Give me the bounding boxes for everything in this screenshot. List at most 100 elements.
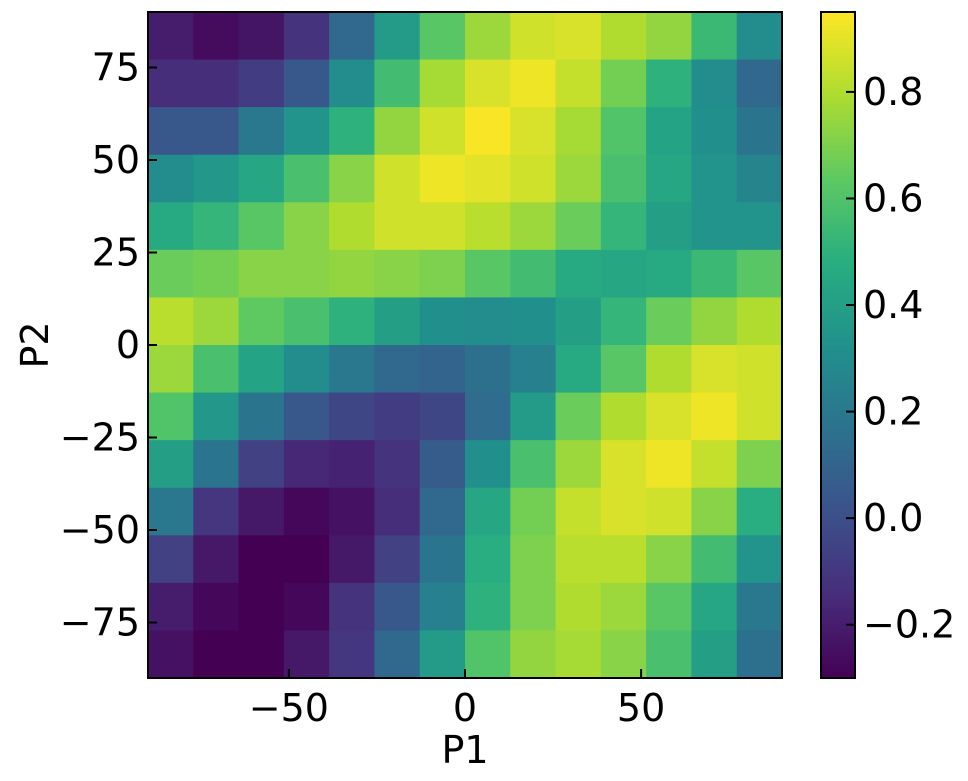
x-axis-label: P1 xyxy=(441,728,488,772)
heatmap-cell xyxy=(374,59,421,108)
heatmap-cell xyxy=(374,202,421,251)
heatmap-cell xyxy=(329,630,376,679)
heatmap-cell xyxy=(283,249,330,299)
heatmap-cell xyxy=(510,12,557,61)
heatmap-cell xyxy=(465,202,511,251)
heatmap-cell xyxy=(600,107,647,156)
heatmap-cell xyxy=(736,297,783,346)
heatmap-cell xyxy=(600,535,647,584)
heatmap-cell xyxy=(691,487,738,536)
heatmap-cell xyxy=(193,440,240,489)
colorbar-tick-label: 0.2 xyxy=(863,390,923,434)
heatmap-cell xyxy=(238,202,285,251)
heatmap-cell xyxy=(193,154,240,203)
heatmap-cell xyxy=(510,487,557,536)
heatmap-cell xyxy=(600,249,647,299)
heatmap-cell xyxy=(600,297,647,346)
heatmap-cell xyxy=(329,487,376,536)
heatmap-cell xyxy=(691,59,738,108)
heatmap-cell xyxy=(510,582,557,632)
heatmap-cell xyxy=(555,535,602,584)
heatmap-cell xyxy=(419,297,466,346)
heatmap-cell xyxy=(283,345,330,394)
heatmap-cell xyxy=(510,630,557,679)
heatmap-cell xyxy=(193,582,240,632)
heatmap-cell xyxy=(465,297,511,346)
heatmap-cell xyxy=(193,202,240,251)
heatmap-cell xyxy=(510,107,557,156)
heatmap-cell xyxy=(419,107,466,156)
heatmap-cell xyxy=(510,297,557,346)
heatmap-cell xyxy=(419,59,466,108)
colorbar xyxy=(820,11,856,679)
heatmap-cell xyxy=(374,345,421,394)
heatmap-cell xyxy=(329,582,376,632)
heatmap-cell xyxy=(148,249,194,299)
heatmap-cell xyxy=(736,487,783,536)
heatmap-cell xyxy=(419,487,466,536)
heatmap-cell xyxy=(736,440,783,489)
heatmap-cell xyxy=(148,154,194,203)
y-axis-label: P2 xyxy=(13,321,57,368)
heatmap-cell xyxy=(148,582,194,632)
heatmap-cell xyxy=(419,440,466,489)
heatmap-cell xyxy=(646,535,693,584)
colorbar-tick-label: 0.6 xyxy=(863,176,923,220)
heatmap-cell xyxy=(600,582,647,632)
heatmap-cell xyxy=(238,12,285,61)
heatmap-cell xyxy=(555,59,602,108)
heatmap-cell xyxy=(283,392,330,441)
heatmap-cell xyxy=(646,107,693,156)
y-tick-label: −50 xyxy=(60,508,140,552)
heatmap-cell xyxy=(646,345,693,394)
heatmap-cell xyxy=(600,440,647,489)
heatmap-cell xyxy=(646,297,693,346)
heatmap-cell xyxy=(329,392,376,441)
heatmap-cell xyxy=(465,535,511,584)
heatmap-cell xyxy=(329,440,376,489)
y-tick-label: 0 xyxy=(116,323,140,367)
heatmap-cell xyxy=(646,154,693,203)
heatmap-cell xyxy=(555,202,602,251)
heatmap-cell xyxy=(691,345,738,394)
heatmap-cell xyxy=(238,59,285,108)
heatmap-cell xyxy=(419,392,466,441)
heatmap-cell xyxy=(736,154,783,203)
heatmap-cell xyxy=(238,107,285,156)
colorbar-tick-label: 0.4 xyxy=(863,283,923,327)
heatmap-cell xyxy=(646,59,693,108)
y-tick-label: −75 xyxy=(60,601,140,645)
x-tick-label: 0 xyxy=(453,686,477,730)
heatmap-cell xyxy=(238,582,285,632)
y-tick-label: 25 xyxy=(92,231,140,275)
heatmap-cell xyxy=(148,392,194,441)
heatmap-cell xyxy=(193,12,240,61)
heatmap-cell xyxy=(736,59,783,108)
heatmap-cell xyxy=(736,392,783,441)
heatmap-cell xyxy=(283,59,330,108)
heatmap-cell xyxy=(283,582,330,632)
heatmap-cell xyxy=(736,249,783,299)
heatmap-cell xyxy=(283,487,330,536)
heatmap-cell xyxy=(419,12,466,61)
heatmap-cell xyxy=(510,154,557,203)
heatmap-cell xyxy=(193,392,240,441)
heatmap-cell xyxy=(148,12,194,61)
heatmap-cell xyxy=(510,440,557,489)
heatmap-cell xyxy=(238,630,285,679)
heatmap-cell xyxy=(555,107,602,156)
heatmap-cell xyxy=(238,392,285,441)
y-tick-label: −25 xyxy=(60,416,140,460)
heatmap-cell xyxy=(555,12,602,61)
heatmap-cell xyxy=(374,392,421,441)
heatmap-cell xyxy=(691,630,738,679)
heatmap-cell xyxy=(555,582,602,632)
heatmap-cell xyxy=(283,154,330,203)
heatmap-cell xyxy=(510,345,557,394)
heatmap-cell xyxy=(555,154,602,203)
heatmap-cell xyxy=(736,12,783,61)
heatmap-cell xyxy=(555,630,602,679)
heatmap-cell xyxy=(193,487,240,536)
heatmap-cells xyxy=(148,12,783,679)
